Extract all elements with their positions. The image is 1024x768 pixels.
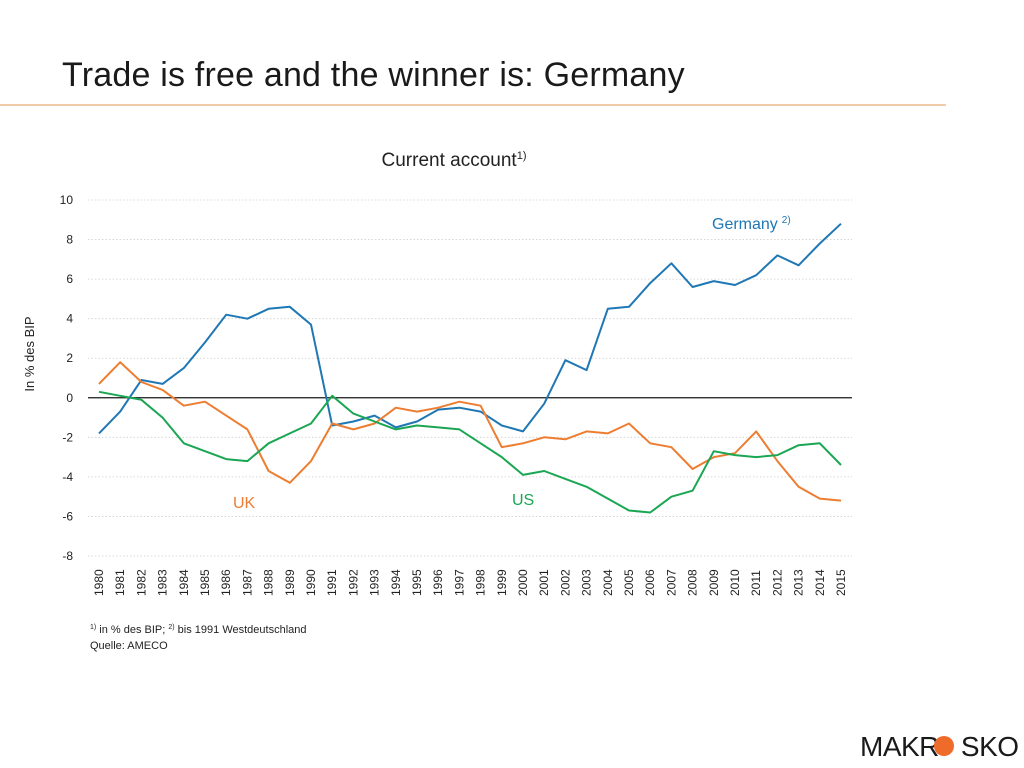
x-tick-label: 1990 — [304, 569, 318, 596]
logo-text-left: MAKR — [860, 731, 939, 762]
x-tick-label: 1992 — [346, 569, 360, 596]
y-tick-label: -2 — [62, 430, 73, 444]
x-tick-label: 1998 — [474, 569, 488, 596]
x-tick-label: 2015 — [834, 569, 848, 596]
y-tick-label: 4 — [66, 312, 73, 326]
y-tick-label: 0 — [66, 391, 73, 405]
y-tick-label: 6 — [66, 272, 73, 286]
series-line-germany — [98, 222, 842, 435]
x-tick-label: 2007 — [664, 569, 678, 596]
series-line-us — [98, 390, 842, 514]
x-tick-label: 2011 — [749, 570, 763, 596]
y-tick-label: -6 — [62, 509, 73, 523]
x-tick-label: 2012 — [770, 569, 784, 596]
footnote-text-2: bis 1991 Westdeutschland — [174, 624, 307, 636]
gridlines — [88, 199, 852, 557]
footnote-line-1: 1) in % des BIP; 2) bis 1991 Westdeutsch… — [90, 622, 307, 638]
title-divider — [0, 104, 946, 106]
x-tick-label: 1989 — [283, 569, 297, 596]
x-tick-label: 2003 — [580, 569, 594, 596]
y-axis-label: In % des BIP — [22, 316, 37, 391]
x-tick-label: 2004 — [601, 569, 615, 596]
footnote-text-1: in % des BIP; — [96, 624, 169, 636]
series-label-germany: Germany 2) — [712, 215, 791, 233]
y-tick-label: -4 — [62, 470, 73, 484]
x-tick-label: 2000 — [516, 569, 530, 596]
svg-text:MAKRSKOP: MAKR SKOP — [860, 731, 1020, 762]
x-tick-label: 2008 — [686, 569, 700, 596]
x-tick-label: 2014 — [813, 569, 827, 596]
x-tick-label: 2005 — [622, 569, 636, 596]
series-label-us: US — [512, 492, 534, 509]
x-tick-label: 1980 — [92, 569, 106, 596]
x-tick-label: 1988 — [262, 569, 276, 596]
footnote-marker-1: 1) — [90, 624, 97, 631]
x-tick-label: 1996 — [431, 569, 445, 596]
x-tick-label: 1993 — [368, 569, 382, 596]
x-tick-label: 1995 — [410, 569, 424, 596]
y-tick-label: -8 — [62, 549, 73, 563]
x-tick-label: 1997 — [452, 569, 466, 596]
series-lines — [98, 222, 842, 514]
y-tick-label: 10 — [60, 193, 74, 207]
x-tick-label: 1985 — [198, 569, 212, 596]
slide-title: Trade is free and the winner is: Germany — [62, 56, 685, 94]
source-line: Quelle: AMECO — [90, 640, 168, 652]
x-tick-label: 1999 — [495, 569, 509, 596]
x-tick-label: 1986 — [219, 569, 233, 596]
x-tick-label: 1982 — [134, 569, 148, 596]
x-axis-ticks: 1980 1981 1982 1983 1984 1985 1986 1987 1988 1989… — [92, 569, 848, 596]
series-line-uk — [98, 361, 842, 502]
x-tick-label: 1984 — [177, 569, 191, 596]
chart-title: Current account1) — [382, 150, 527, 171]
footnote: 1) in % des BIP; 2) bis 1991 Westdeutsch… — [90, 622, 307, 654]
x-tick-label: 2006 — [643, 569, 657, 596]
series-labels: Germany 2) UK US — [233, 215, 791, 512]
x-tick-label: 2013 — [792, 569, 806, 596]
x-tick-label: 1994 — [389, 569, 403, 596]
y-tick-label: 2 — [66, 351, 73, 365]
x-tick-label: 1981 — [113, 569, 127, 596]
logo-text-right: SKOP — [961, 731, 1020, 762]
footnote-marker-2: 2) — [168, 624, 175, 631]
makroskop-logo: MAKR SKOP — [860, 731, 1020, 762]
series-label-uk: UK — [233, 495, 256, 512]
x-tick-label: 1987 — [240, 569, 254, 596]
logo-circle-icon — [934, 736, 954, 756]
x-tick-label: 2002 — [558, 569, 572, 596]
x-tick-label: 1991 — [325, 569, 339, 596]
x-tick-label: 2009 — [707, 569, 721, 596]
x-tick-label: 1983 — [156, 569, 170, 596]
x-tick-label: 2001 — [537, 569, 551, 596]
x-tick-label: 2010 — [728, 569, 742, 596]
y-axis-ticks: -8 -6 -4 -2 0 2 4 6 8 10 — [60, 193, 74, 563]
y-tick-label: 8 — [66, 233, 73, 247]
